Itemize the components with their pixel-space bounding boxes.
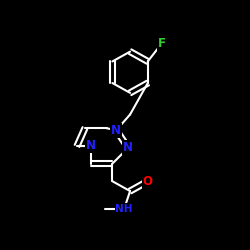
Text: N: N bbox=[123, 141, 133, 154]
Text: O: O bbox=[143, 175, 153, 188]
Text: F: F bbox=[158, 37, 166, 50]
Text: NH: NH bbox=[116, 204, 133, 214]
Text: N: N bbox=[111, 124, 121, 137]
Text: N: N bbox=[86, 140, 96, 152]
